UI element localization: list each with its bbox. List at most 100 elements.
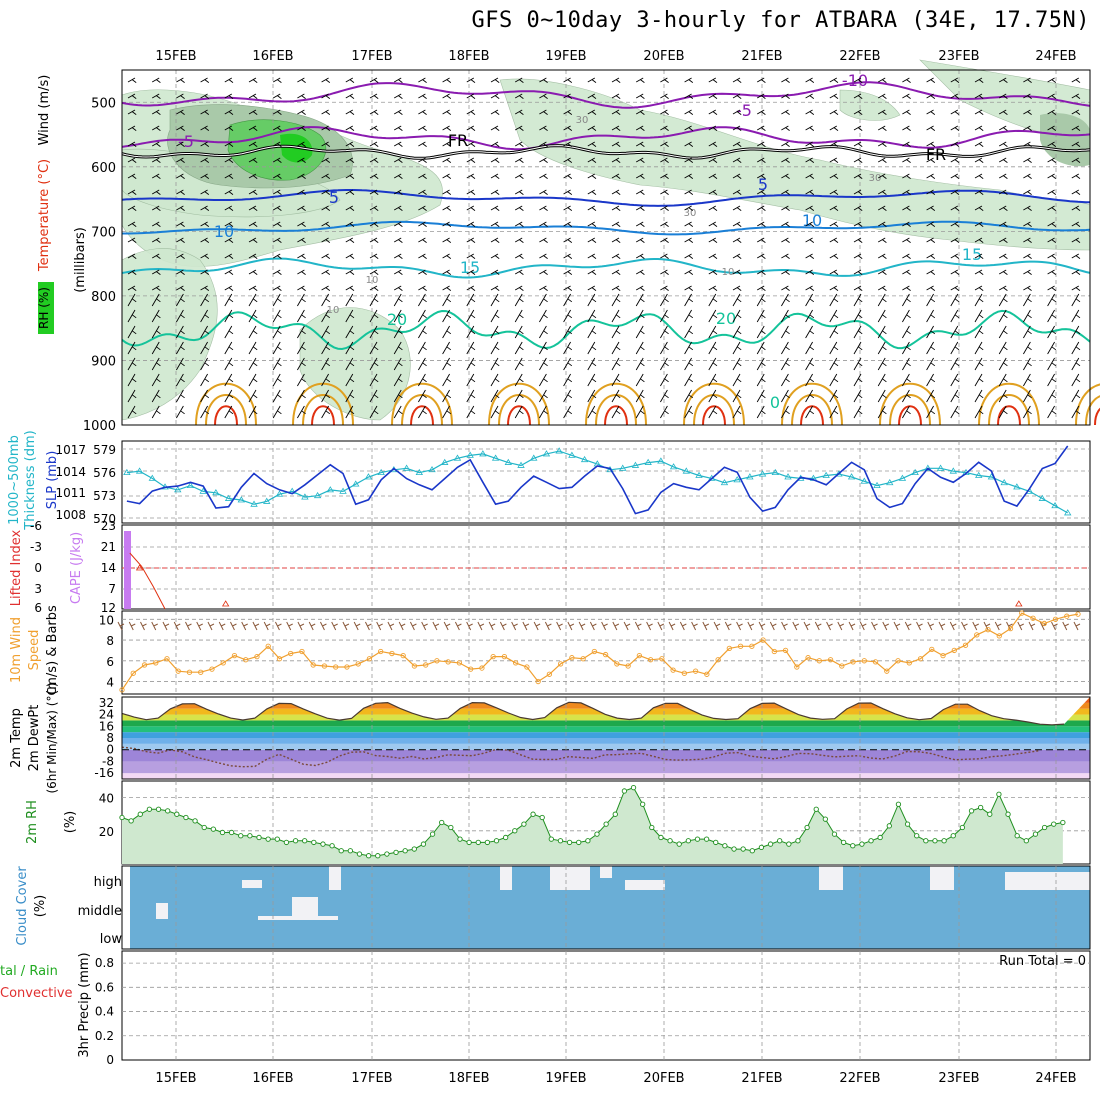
wind-barb [248, 189, 258, 195]
wind-barb [926, 253, 936, 259]
thickness-marker [936, 464, 945, 471]
contour-label: 5 [758, 175, 768, 194]
wind-barb [950, 221, 960, 227]
wind-barb [200, 141, 210, 147]
wind-barb [756, 357, 766, 371]
wind-barb [926, 205, 936, 211]
wind-speed-marker [231, 652, 238, 659]
y-tick-li: 6 [34, 601, 42, 615]
wind-barb [611, 269, 621, 275]
wind-barb-10m [140, 621, 147, 631]
temp-contour-warm [302, 394, 344, 426]
wind-barb [1047, 341, 1057, 355]
wind-barb [635, 325, 645, 339]
wind-barb [176, 269, 185, 275]
rh2m-marker [210, 826, 216, 832]
wind-barb [514, 309, 524, 323]
wind-barb [514, 157, 524, 163]
contour-label: 20 [716, 309, 736, 328]
wind-speed-marker [209, 666, 215, 672]
y-tick-precip: 0 [106, 1053, 114, 1067]
wind-barb [926, 405, 936, 419]
wind-barb [781, 357, 790, 371]
wind-barb [611, 189, 621, 195]
wind-barb [514, 269, 524, 275]
temp-band [122, 743, 1090, 750]
rh2m-marker [640, 801, 646, 807]
rh2m-marker [996, 791, 1002, 797]
thickness-marker [504, 458, 513, 465]
contour-label: 5 [329, 188, 339, 207]
wind-barb [877, 373, 887, 387]
wind-barb [1023, 77, 1032, 83]
wind-barb [902, 269, 911, 275]
rh2m-marker [968, 808, 975, 814]
rh2m-marker [420, 841, 427, 847]
wind-barb [272, 325, 282, 339]
wind-barb [127, 389, 137, 403]
wind-barb-10m [803, 621, 811, 631]
y-tick-thickness: 570 [93, 512, 116, 526]
wind-barb-10m [1073, 621, 1081, 631]
wind-barb [490, 325, 500, 339]
wind-barb [660, 285, 669, 291]
wind-barb [321, 237, 331, 243]
wind-barb [660, 357, 669, 371]
wind-barb [877, 325, 887, 339]
wind-barb [1071, 125, 1081, 131]
rh2m-marker [165, 808, 171, 814]
wind-barb [611, 157, 621, 163]
wind-barb [1023, 341, 1032, 355]
thickness-marker [975, 471, 983, 478]
wind-barb [539, 205, 548, 211]
wind-barb [805, 189, 815, 195]
wind-barb [466, 93, 476, 99]
wind-barb [248, 141, 258, 147]
wind-speed-marker [366, 656, 373, 662]
thickness-marker [784, 473, 792, 480]
wind-barb [200, 189, 210, 195]
wind-barb-10m [353, 621, 361, 631]
wind-barb [877, 293, 887, 307]
wind-barb [635, 309, 645, 323]
wind-barb [998, 109, 1008, 115]
wind-barb [1047, 253, 1057, 259]
thickness-marker [479, 450, 487, 457]
thickness-marker [580, 455, 589, 463]
wind-barb [1047, 173, 1057, 179]
wind-barb [224, 405, 234, 419]
wind-barb [587, 285, 597, 291]
wind-barb [853, 189, 863, 195]
cloud-gap [329, 866, 341, 890]
wind-barb [829, 77, 839, 83]
wind-barb [660, 141, 669, 147]
wind-barb [950, 205, 960, 211]
wind-barb [611, 285, 621, 291]
wind-barb [805, 77, 815, 83]
wind-barb [248, 389, 258, 403]
temp-band [122, 738, 1090, 744]
wind-barb [563, 173, 573, 179]
rh2m-marker [886, 823, 892, 829]
wind-barb [829, 357, 839, 371]
date-label-top: 16FEB [252, 49, 293, 64]
rh2m-marker [174, 811, 180, 817]
wind-barb [200, 293, 210, 307]
wind-barb [490, 125, 500, 131]
wind-barb [829, 141, 839, 147]
series-2m-dewpt [121, 746, 1041, 768]
wind-barb [974, 253, 984, 259]
wind-barb [393, 157, 403, 163]
wind-barb [563, 325, 573, 339]
wind-speed-marker [355, 661, 361, 667]
wind-barb [926, 221, 936, 227]
wind-barb [587, 93, 597, 99]
wind-barb [151, 189, 161, 195]
wind-barb [756, 405, 766, 419]
wind-barb [635, 173, 645, 179]
wind-barb [1023, 253, 1032, 259]
wind-barb [151, 309, 161, 323]
wind-barb [684, 93, 694, 99]
wind-barb [684, 293, 694, 307]
wind-barb [756, 189, 766, 195]
